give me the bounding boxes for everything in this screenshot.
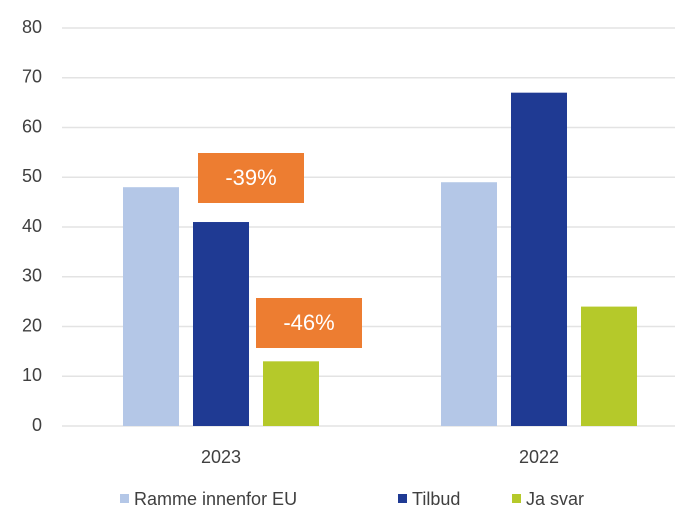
y-tick-label: 70 <box>22 67 42 87</box>
bar <box>441 182 497 426</box>
legend-label: Ja svar <box>526 489 584 509</box>
annotation: -46% <box>283 310 334 335</box>
legend-swatch <box>512 494 521 503</box>
y-tick-label: 10 <box>22 365 42 385</box>
legend-label: Tilbud <box>412 489 460 509</box>
x-tick-label: 2023 <box>201 447 241 467</box>
x-tick-label: 2022 <box>519 447 559 467</box>
legend-swatch <box>398 494 407 503</box>
annotation: -39% <box>225 165 276 190</box>
bar <box>123 187 179 426</box>
y-tick-label: 40 <box>22 216 42 236</box>
y-tick-label: 20 <box>22 315 42 335</box>
y-tick-label: 60 <box>22 116 42 136</box>
annotation-box <box>256 298 362 348</box>
annotation-box <box>198 153 304 203</box>
legend-label: Ramme innenfor EU <box>134 489 297 509</box>
y-tick-label: 30 <box>22 266 42 286</box>
y-tick-label: 0 <box>32 415 42 435</box>
bar <box>263 361 319 426</box>
y-tick-label: 80 <box>22 17 42 37</box>
bar <box>581 306 637 426</box>
y-tick-label: 50 <box>22 166 42 186</box>
bar <box>511 92 567 427</box>
legend-swatch <box>120 494 129 503</box>
bar <box>193 222 249 426</box>
